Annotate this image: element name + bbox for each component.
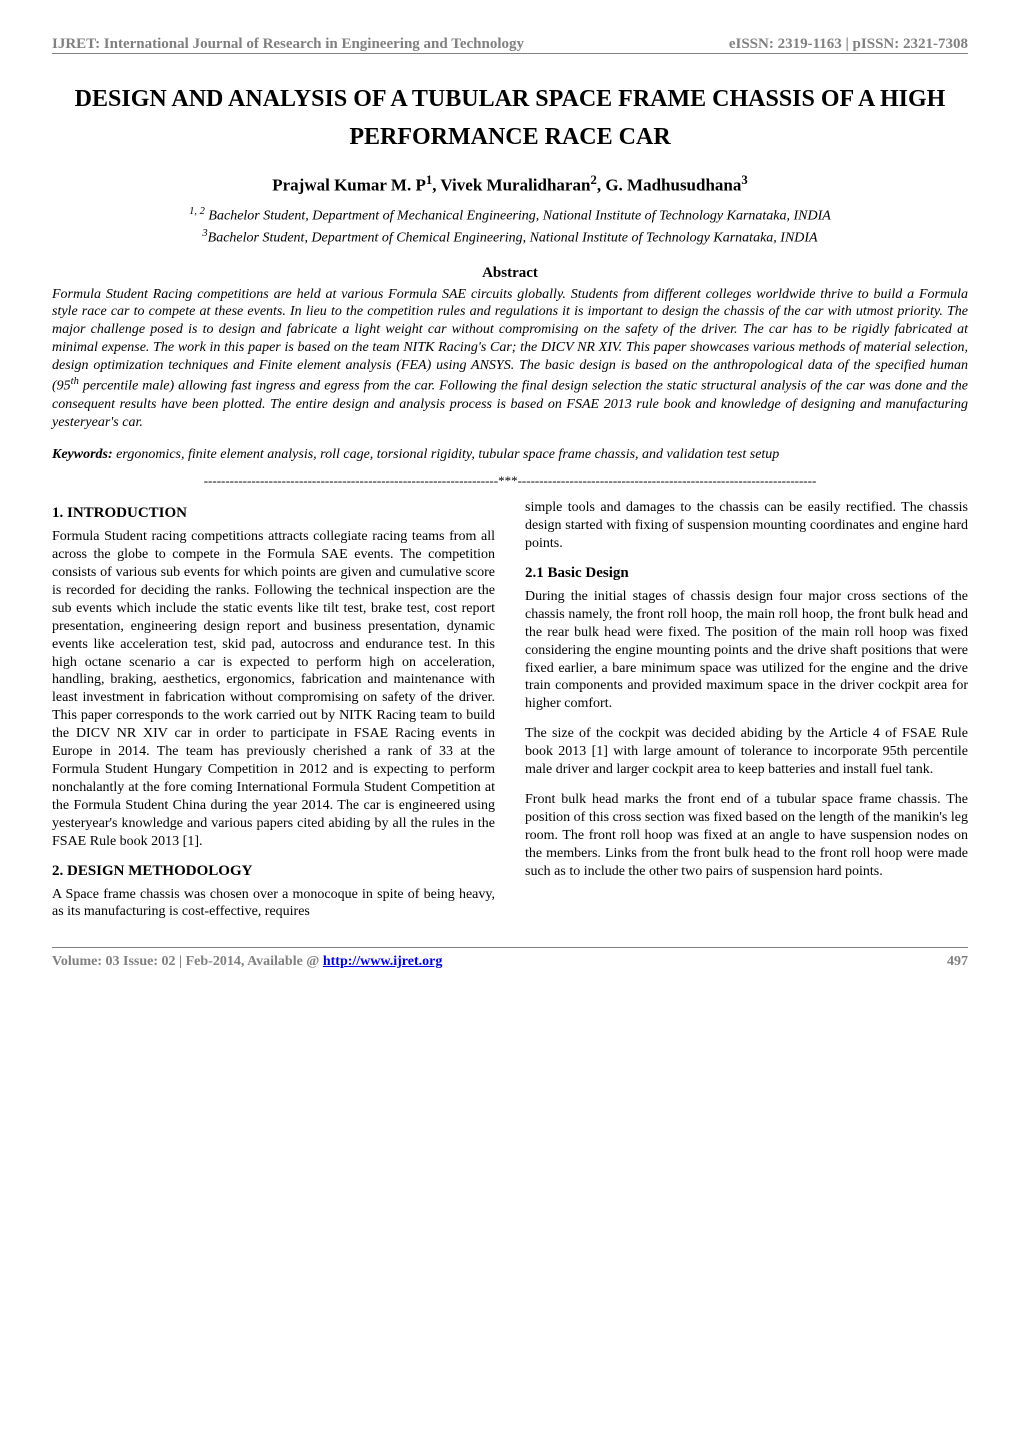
col2-continuation: simple tools and damages to the chassis … [525, 499, 968, 553]
section-2-p1: A Space frame chassis was chosen over a … [52, 886, 495, 922]
section-separator: ----------------------------------------… [52, 473, 968, 489]
journal-name: IJRET: International Journal of Research… [52, 36, 524, 53]
section-21-p2: The size of the cockpit was decided abid… [525, 725, 968, 779]
left-column: 1. INTRODUCTION Formula Student racing c… [52, 499, 495, 921]
section-21-p3: Front bulk head marks the front end of a… [525, 791, 968, 881]
right-column: simple tools and damages to the chassis … [525, 499, 968, 921]
footer-url-link[interactable]: http://www.ijret.org [323, 954, 443, 969]
page-number: 497 [947, 954, 968, 970]
keywords: Keywords: ergonomics, finite element ana… [52, 443, 968, 467]
footer-divider [52, 947, 968, 948]
header-divider [52, 53, 968, 54]
keywords-text: ergonomics, finite element analysis, rol… [113, 447, 780, 462]
section-21-p1: During the initial stages of chassis des… [525, 588, 968, 713]
footer-issue-text: Volume: 03 Issue: 02 | Feb-2014, Availab… [52, 954, 323, 969]
two-column-layout: 1. INTRODUCTION Formula Student racing c… [52, 499, 968, 921]
journal-issn: eISSN: 2319-1163 | pISSN: 2321-7308 [729, 36, 968, 53]
keywords-label: Keywords: [52, 447, 113, 462]
section-1-heading: 1. INTRODUCTION [52, 505, 495, 522]
paper-title: DESIGN AND ANALYSIS OF A TUBULAR SPACE F… [52, 80, 968, 157]
section-21-heading: 2.1 Basic Design [525, 565, 968, 582]
affiliations: 1, 2 Bachelor Student, Department of Mec… [52, 205, 968, 248]
section-2-heading: 2. DESIGN METHODOLOGY [52, 863, 495, 880]
abstract-heading: Abstract [52, 265, 968, 282]
footer-issue: Volume: 03 Issue: 02 | Feb-2014, Availab… [52, 954, 442, 970]
authors: Prajwal Kumar M. P1, Vivek Muralidharan2… [52, 173, 968, 196]
section-1-p1: Formula Student racing competitions attr… [52, 528, 495, 850]
abstract-body: Formula Student Racing competitions are … [52, 286, 968, 432]
